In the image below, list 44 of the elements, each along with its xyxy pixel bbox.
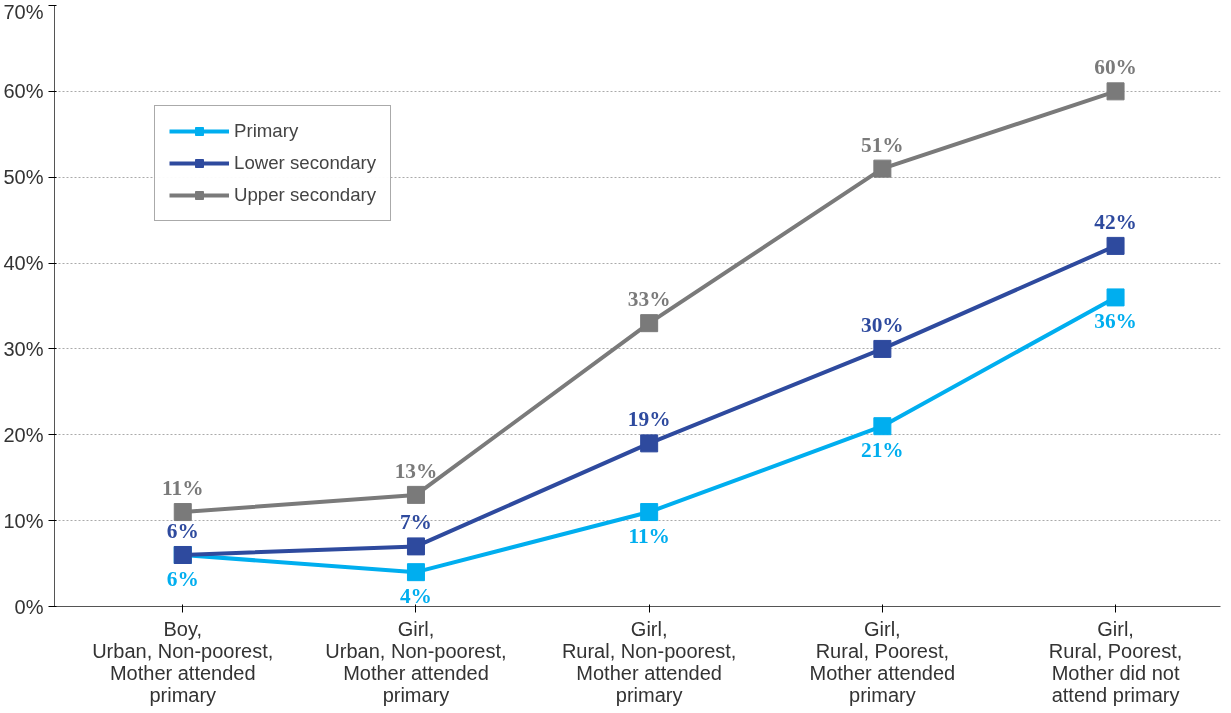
x-tick-label: Girl, Rural, Non-poorest, Mother attended primary <box>561 617 737 706</box>
x-tick-label: Girl, Rural, Poorest, Mother attended primary <box>809 617 956 706</box>
data-label: 13% <box>394 458 438 483</box>
x-tick-label: Girl, Rural, Poorest, Mother did not attend primary <box>1048 617 1183 706</box>
legend-label: Upper secondary <box>234 184 377 206</box>
y-tick-label: 10% <box>3 509 44 532</box>
y-tick-label: 50% <box>3 166 44 189</box>
data-label: 51% <box>861 132 904 157</box>
y-tick-label: 20% <box>3 423 44 446</box>
point <box>406 563 425 582</box>
data-label: 4% <box>399 584 432 609</box>
data-label: 7% <box>399 510 432 535</box>
data-label: 36% <box>1094 309 1137 334</box>
y-tick-label: 0% <box>14 595 44 618</box>
data-label: 11% <box>162 476 204 501</box>
y-tick-label: 30% <box>3 337 44 360</box>
point <box>640 503 659 522</box>
point <box>640 314 659 333</box>
data-label: 21% <box>861 438 904 463</box>
x-tick-label: Boy, Urban, Non-poorest, Mother attended primary <box>92 617 274 706</box>
data-label: 30% <box>861 312 904 337</box>
data-label: 11% <box>628 524 670 549</box>
y-tick-label: 70% <box>3 0 44 23</box>
legend-label: Primary <box>234 120 299 142</box>
point <box>406 537 425 556</box>
x-tick-label: Girl, Urban, Non-poorest, Mother attended primary <box>325 617 507 706</box>
point <box>406 485 425 504</box>
data-label: 6% <box>166 518 199 543</box>
point <box>640 434 659 453</box>
point <box>1106 82 1125 101</box>
data-label: 33% <box>627 287 671 312</box>
data-label: 60% <box>1094 55 1137 80</box>
y-tick-label: 60% <box>3 80 44 103</box>
data-label: 42% <box>1094 209 1137 234</box>
point <box>873 417 892 436</box>
point <box>873 339 892 358</box>
legend-label: Lower secondary <box>234 152 377 174</box>
data-label: 6% <box>166 566 199 591</box>
data-label: 19% <box>627 407 671 432</box>
point <box>1106 288 1125 307</box>
point <box>1106 236 1125 255</box>
y-tick-label: 40% <box>3 252 44 275</box>
point <box>873 159 892 178</box>
point <box>173 503 192 522</box>
